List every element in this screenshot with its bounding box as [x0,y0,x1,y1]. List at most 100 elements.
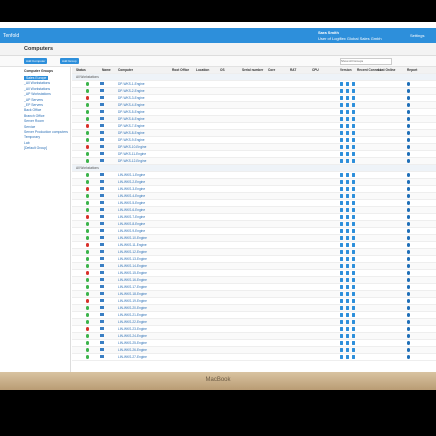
action-icon[interactable] [346,334,350,338]
action-icon[interactable] [352,96,356,100]
table-row[interactable]: DP-WKS-4-Engine [72,102,436,109]
computer-name[interactable]: DP-WKS-9-Engine [118,138,145,142]
action-icon[interactable] [352,194,356,198]
action-icon[interactable] [352,306,356,310]
table-row[interactable]: LIN-WKS-18-Engine [72,291,436,298]
action-icon[interactable] [346,292,350,296]
action-icon[interactable] [340,180,344,184]
computer-name[interactable]: LIN-WKS-18-Engine [118,292,147,296]
action-icon[interactable] [352,222,356,226]
table-row[interactable]: LIN-WKS-17-Engine [72,284,436,291]
action-icon[interactable] [352,208,356,212]
action-icon[interactable] [346,243,350,247]
action-icon[interactable] [352,138,356,142]
add-group-button[interactable]: Add Group [60,58,79,64]
table-row[interactable]: LIN-WKS-19-Engine [72,298,436,305]
action-icon[interactable] [352,187,356,191]
table-row[interactable]: DP-WKS-11-Engine [72,151,436,158]
computer-name[interactable]: DP-WKS-7-Engine [118,124,145,128]
action-icon[interactable] [346,201,350,205]
report-icon[interactable] [407,173,411,177]
table-row[interactable]: LIN-WKS-27-Engine [72,354,436,361]
action-icon[interactable] [352,292,356,296]
table-row[interactable]: DP-WKS-6-Engine [72,116,436,123]
computer-name[interactable]: DP-WKS-12-Engine [118,159,147,163]
action-icon[interactable] [346,194,350,198]
report-icon[interactable] [407,285,411,289]
action-icon[interactable] [352,257,356,261]
action-icon[interactable] [340,208,344,212]
action-icon[interactable] [340,292,344,296]
action-icon[interactable] [346,229,350,233]
action-icon[interactable] [340,355,344,359]
action-icon[interactable] [346,145,350,149]
action-icon[interactable] [352,320,356,324]
report-icon[interactable] [407,222,411,226]
table-row[interactable]: LIN-WKS-25-Engine [72,340,436,347]
action-icon[interactable] [346,348,350,352]
action-icon[interactable] [340,215,344,219]
action-icon[interactable] [346,89,350,93]
action-icon[interactable] [346,278,350,282]
action-icon[interactable] [340,271,344,275]
table-row[interactable]: LIN-WKS-4-Engine [72,193,436,200]
computer-name[interactable]: LIN-WKS-5-Engine [118,201,146,205]
action-icon[interactable] [352,173,356,177]
action-icon[interactable] [346,159,350,163]
action-icon[interactable] [340,334,344,338]
action-icon[interactable] [352,110,356,114]
action-icon[interactable] [346,187,350,191]
action-icon[interactable] [340,236,344,240]
action-icon[interactable] [352,278,356,282]
table-row[interactable]: DP-WKS-8-Engine [72,130,436,137]
action-icon[interactable] [352,201,356,205]
action-icon[interactable] [352,327,356,331]
report-icon[interactable] [407,103,411,107]
computer-name[interactable]: LIN-WKS-7-Engine [118,215,146,219]
group-item[interactable]: Temporary [24,135,41,140]
action-icon[interactable] [340,278,344,282]
action-icon[interactable] [346,299,350,303]
report-icon[interactable] [407,187,411,191]
table-row[interactable]: DP-WKS-1-Engine [72,81,436,88]
action-icon[interactable] [352,264,356,268]
table-row[interactable]: DP-WKS-9-Engine [72,137,436,144]
action-icon[interactable] [352,334,356,338]
action-icon[interactable] [340,173,344,177]
table-row[interactable]: LIN-WKS-14-Engine [72,263,436,270]
computer-name[interactable]: DP-WKS-8-Engine [118,131,145,135]
computer-name[interactable]: LIN-WKS-4-Engine [118,194,146,198]
computer-name[interactable]: LIN-WKS-3-Engine [118,187,146,191]
action-icon[interactable] [346,131,350,135]
report-icon[interactable] [407,327,411,331]
action-icon[interactable] [340,285,344,289]
computer-name[interactable]: LIN-WKS-10-Engine [118,236,147,240]
report-icon[interactable] [407,355,411,359]
computer-name[interactable]: DP-WKS-5-Engine [118,110,145,114]
report-icon[interactable] [407,292,411,296]
table-row[interactable]: DP-WKS-10-Engine [72,144,436,151]
report-icon[interactable] [407,117,411,121]
action-icon[interactable] [346,222,350,226]
action-icon[interactable] [340,320,344,324]
table-row[interactable]: LIN-WKS-26-Engine [72,347,436,354]
table-row[interactable]: LIN-WKS-20-Engine [72,305,436,312]
computer-name[interactable]: LIN-WKS-15-Engine [118,271,147,275]
table-row[interactable]: LIN-WKS-15-Engine [72,270,436,277]
report-icon[interactable] [407,299,411,303]
action-icon[interactable] [340,327,344,331]
computer-name[interactable]: LIN-WKS-6-Engine [118,208,146,212]
report-icon[interactable] [407,257,411,261]
report-icon[interactable] [407,348,411,352]
group-item[interactable]: Sales Europe [24,76,49,80]
table-row[interactable]: LIN-WKS-24-Engine [72,333,436,340]
action-icon[interactable] [340,299,344,303]
action-icon[interactable] [346,257,350,261]
action-icon[interactable] [346,124,350,128]
action-icon[interactable] [352,89,356,93]
action-icon[interactable] [346,327,350,331]
action-icon[interactable] [340,194,344,198]
computer-name[interactable]: LIN-WKS-16-Engine [118,278,147,282]
action-icon[interactable] [340,96,344,100]
action-icon[interactable] [352,355,356,359]
